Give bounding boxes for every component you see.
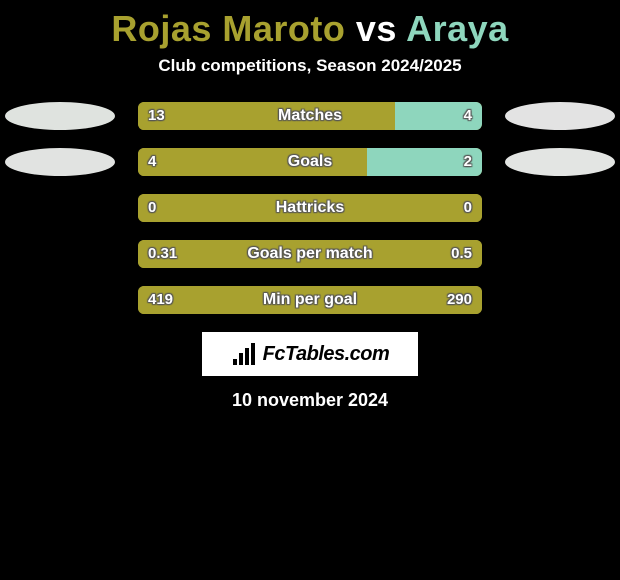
subtitle: Club competitions, Season 2024/2025 <box>0 56 620 76</box>
date-text: 10 november 2024 <box>0 390 620 411</box>
bar-left-segment <box>138 148 367 176</box>
bars-icon <box>231 341 259 367</box>
title-left: Rojas Maroto <box>111 8 345 49</box>
bar-right-segment <box>395 102 482 130</box>
logo-box: FcTables.com <box>202 332 418 376</box>
comparison-chart: Matches134 Goals42 Hattricks00 Goals per ma… <box>0 102 620 314</box>
stat-row: Min per goal419290 <box>0 286 620 314</box>
logo-text: FcTables.com <box>263 343 390 366</box>
bar-left-segment <box>138 240 482 268</box>
bar-right-segment <box>367 148 482 176</box>
stat-bar <box>138 286 482 314</box>
page-title: Rojas Maroto vs Araya <box>0 0 620 50</box>
stat-row: Goals per match0.310.5 <box>0 240 620 268</box>
bar-left-segment <box>138 102 395 130</box>
player-right-marker <box>505 102 615 130</box>
bar-left-segment <box>138 194 482 222</box>
stat-row: Goals42 <box>0 148 620 176</box>
stat-bar <box>138 102 482 130</box>
stat-bar <box>138 194 482 222</box>
stat-bar <box>138 148 482 176</box>
player-left-marker <box>5 102 115 130</box>
player-right-marker <box>505 148 615 176</box>
stat-bar <box>138 240 482 268</box>
stat-row: Hattricks00 <box>0 194 620 222</box>
player-left-marker <box>5 148 115 176</box>
bar-left-segment <box>138 286 482 314</box>
title-vs: vs <box>345 8 406 49</box>
stat-row: Matches134 <box>0 102 620 130</box>
title-right: Araya <box>406 8 509 49</box>
